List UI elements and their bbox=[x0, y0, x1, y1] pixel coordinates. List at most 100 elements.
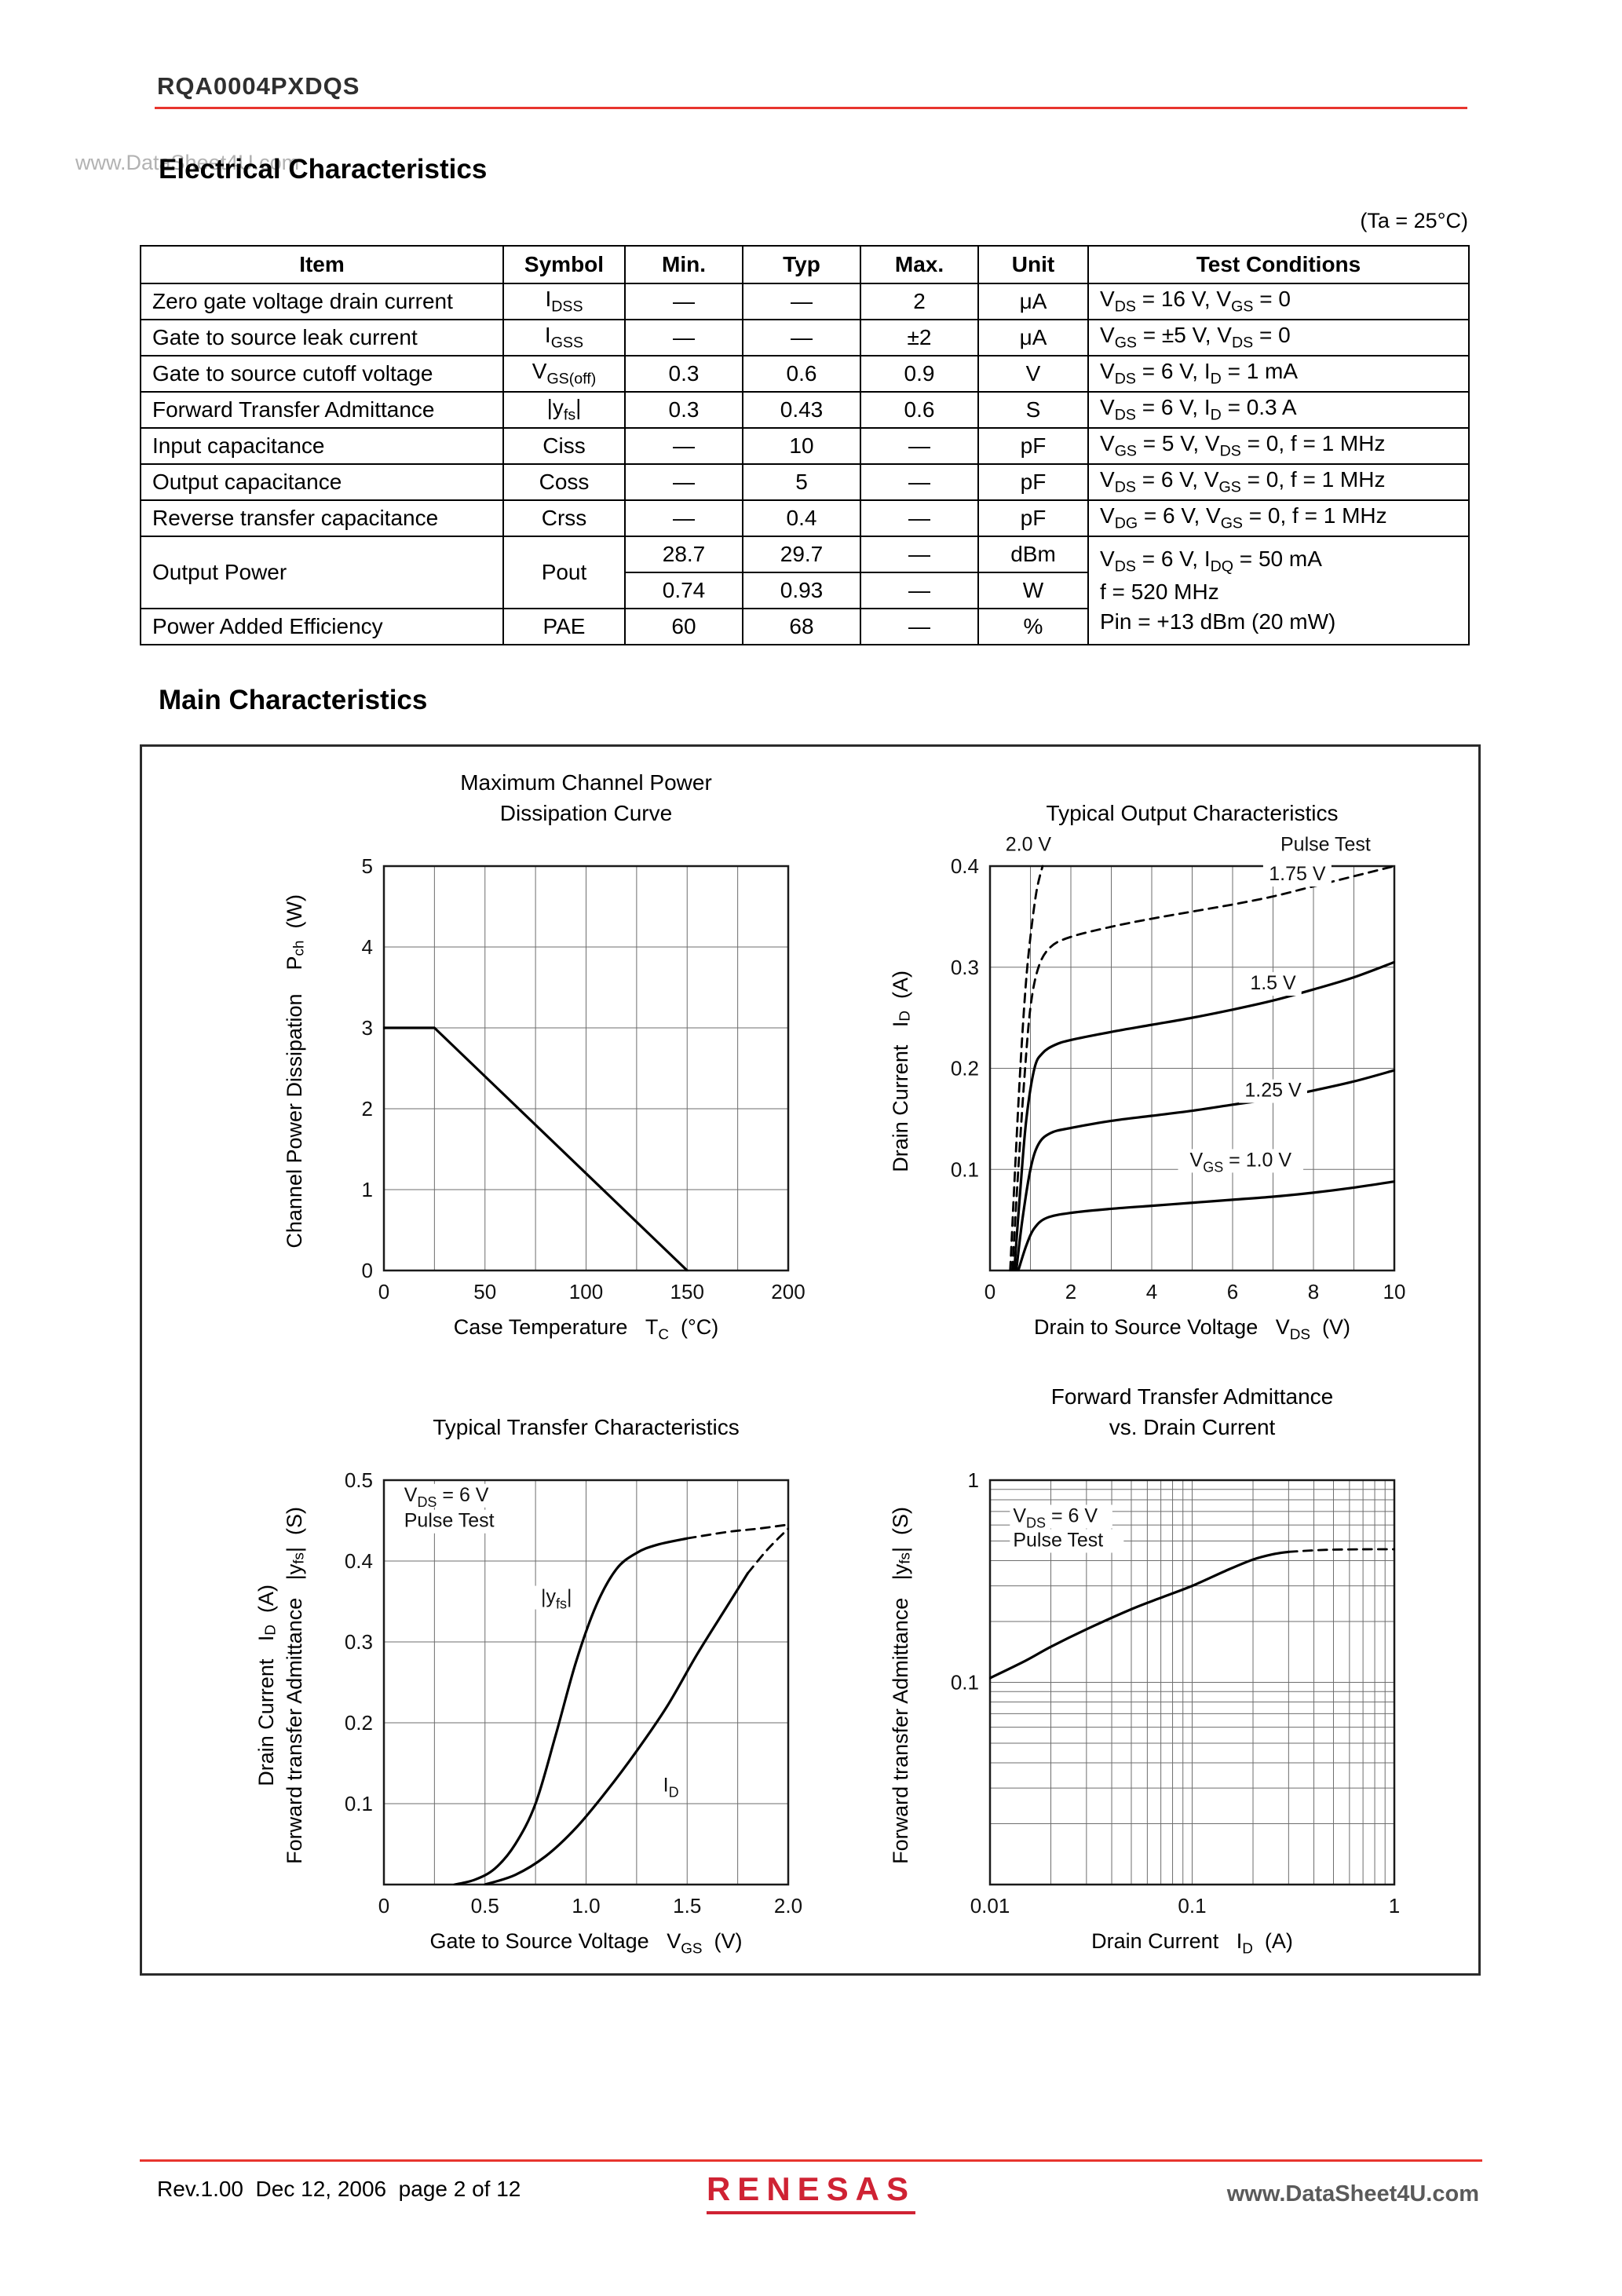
curve bbox=[1014, 1069, 1395, 1271]
chart-title: Typical Transfer Characteristics bbox=[433, 1414, 740, 1439]
table-cell: μA bbox=[977, 319, 1089, 356]
curve-label: 1.25 V bbox=[1244, 1080, 1302, 1102]
x-tick-label: 4 bbox=[1146, 1280, 1157, 1303]
table-cell: Crss bbox=[502, 499, 626, 537]
table-cell: S bbox=[977, 391, 1089, 429]
electrical-characteristics-table: Item Symbol Min. Typ Max. Unit Test Conditions… bbox=[140, 245, 1470, 645]
table-cell: — bbox=[860, 463, 979, 501]
table-row: Output capacitance Coss —5— pF VDS = 6 V, VG… bbox=[140, 463, 1470, 501]
table-cell: IDSS bbox=[502, 283, 626, 320]
x-tick-label: 200 bbox=[771, 1280, 805, 1303]
chart-title: Forward Transfer Admittance vs. Drain Cur… bbox=[1050, 1384, 1334, 1440]
table-cell: 0.4 bbox=[742, 499, 861, 537]
grid-lines bbox=[384, 866, 788, 1271]
curve-label: VDS = 6 V bbox=[404, 1484, 489, 1510]
table-cell: μA bbox=[977, 283, 1089, 320]
table-cell: 68 bbox=[742, 608, 861, 645]
table-cell: Coss bbox=[502, 463, 626, 501]
label-background bbox=[659, 1774, 683, 1798]
x-tick-label: 2.0 bbox=[774, 1894, 802, 1918]
label-background bbox=[400, 1509, 515, 1534]
table-cell: Power Added Efficiency bbox=[140, 608, 504, 645]
y-tick-label: 0.2 bbox=[345, 1711, 373, 1735]
table-cell: 29.7 bbox=[742, 536, 861, 573]
curve bbox=[685, 1523, 789, 1540]
chart-admittance-vs-current: Forward Transfer Admittance vs. Drain Cur… bbox=[836, 1381, 1430, 1958]
table-cell: — bbox=[860, 499, 979, 537]
x-tick-label: 1 bbox=[1389, 1894, 1400, 1918]
curve-label: ID bbox=[663, 1775, 679, 1801]
table-cell: — bbox=[624, 283, 743, 320]
table-cell: 5 bbox=[742, 463, 861, 501]
table-cell: 2 bbox=[860, 283, 979, 320]
table-cell: Gate to source leak current bbox=[140, 319, 504, 356]
plot-border bbox=[382, 865, 790, 1272]
table-cell: % bbox=[977, 608, 1089, 645]
x-tick-label: 0.5 bbox=[471, 1894, 499, 1918]
y-tick-label: 0.4 bbox=[951, 854, 979, 878]
table-cell: 0.74 bbox=[624, 572, 743, 609]
chart-output-characteristics-plot: 0 2 4 6 8 10 0.1 0.2 0.3 0.4 2.0 V Pulse Test 1.75 V… bbox=[951, 834, 1406, 1303]
table-cell: — bbox=[860, 572, 979, 609]
table-cell: — bbox=[624, 463, 743, 501]
header-rule bbox=[155, 107, 1467, 109]
label-background bbox=[400, 1483, 504, 1508]
curve-label: Pulse Test bbox=[404, 1510, 495, 1532]
label-background bbox=[1178, 1149, 1304, 1173]
part-number: RQA0004PXDQS bbox=[157, 72, 360, 100]
table-cell: VDG = 6 V, VGS = 0, f = 1 MHz bbox=[1087, 499, 1470, 537]
table-cell: — bbox=[742, 319, 861, 356]
label-background bbox=[1262, 863, 1332, 887]
y-tick-label: 3 bbox=[362, 1016, 373, 1040]
table-cell: Ciss bbox=[502, 427, 626, 465]
x-tick-label: 0 bbox=[985, 1280, 995, 1303]
label-background bbox=[1010, 1504, 1112, 1529]
curve bbox=[1013, 960, 1395, 1271]
renesas-logo-text: RENESAS bbox=[706, 2170, 916, 2207]
x-tick-label: 1.5 bbox=[673, 1894, 701, 1918]
grid-lines bbox=[990, 1480, 1394, 1885]
table-cell: 10 bbox=[742, 427, 861, 465]
y-axis-label: Drain Current ID (A) Forward transfer Adm… bbox=[254, 1506, 308, 1864]
curve-label: |yfs| bbox=[541, 1586, 572, 1612]
column-header: Unit bbox=[977, 245, 1089, 284]
curve bbox=[1010, 865, 1395, 1271]
y-tick-label: 4 bbox=[362, 935, 373, 959]
x-tick-label: 8 bbox=[1308, 1280, 1319, 1303]
table-cell: VDS = 16 V, VGS = 0 bbox=[1087, 283, 1470, 320]
table-row: Forward Transfer Admittance |yfs| 0.3 0.43 0… bbox=[140, 391, 1470, 429]
curve bbox=[1017, 1180, 1395, 1271]
table-row: Power Added Efficiency PAE 60 68—% bbox=[140, 608, 1469, 645]
table-cell: — bbox=[860, 608, 979, 645]
table-cell: PAE bbox=[502, 608, 626, 645]
table-cell: V bbox=[977, 355, 1089, 393]
curve-label: Pulse Test bbox=[1280, 834, 1371, 856]
revision-info: Rev.1.00 Dec 12, 2006 page 2 of 12 bbox=[157, 2177, 521, 2201]
x-tick-label: 150 bbox=[670, 1280, 704, 1303]
table-cell: Zero gate voltage drain current bbox=[140, 283, 504, 320]
chart-transfer-characteristics: Typical Transfer Characteristics Drain Cu… bbox=[230, 1381, 824, 1958]
table-cell: VDS = 6 V, IDQ = 50 mA f = 520 MHz Pin = +… bbox=[1087, 536, 1470, 645]
table-cell: — bbox=[860, 536, 979, 573]
y-axis-label: Drain Current ID (A) bbox=[889, 970, 914, 1172]
x-axis-label: Drain Current ID (A) bbox=[1091, 1929, 1293, 1958]
curves bbox=[989, 1548, 1395, 1680]
x-tick-label: 0.01 bbox=[970, 1894, 1010, 1918]
table-cell: IGSS bbox=[502, 319, 626, 356]
table-cell: pF bbox=[977, 463, 1089, 501]
table-cell: VDS = 6 V, VGS = 0, f = 1 MHz bbox=[1087, 463, 1470, 501]
y-tick-label: 0.1 bbox=[345, 1792, 373, 1815]
table-cell: 28.7 bbox=[624, 536, 743, 573]
curves bbox=[383, 1026, 689, 1272]
x-axis-label: Case Temperature TC (°C) bbox=[453, 1315, 719, 1344]
table-cell: VGS = 5 V, VDS = 0, f = 1 MHz bbox=[1087, 427, 1470, 465]
table-row: 0.74 0.93— W bbox=[141, 572, 1469, 609]
table-row: Zero gate voltage drain current IDSS — —2 μA… bbox=[140, 283, 1470, 320]
table-cell: 0.6 bbox=[742, 355, 861, 393]
curve bbox=[1287, 1548, 1395, 1554]
y-axis-label: Forward transfer Admittance |yfs| (S) bbox=[889, 1506, 914, 1864]
table-cell: ±2 bbox=[860, 319, 979, 356]
x-axis-label: Gate to Source Voltage VGS (V) bbox=[429, 1929, 743, 1958]
